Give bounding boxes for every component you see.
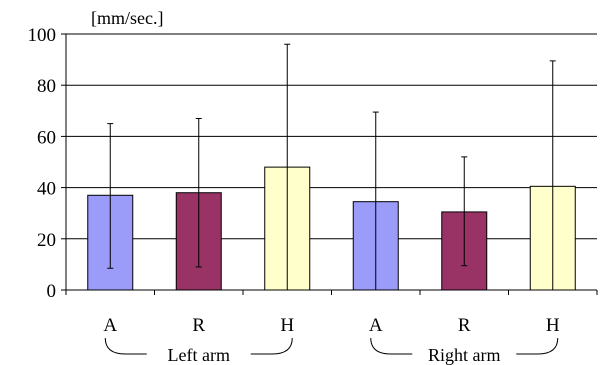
y-tick-label: 40 bbox=[37, 179, 56, 200]
axes bbox=[61, 33, 598, 295]
y-tick-label: 100 bbox=[28, 25, 57, 46]
y-tick-label: 60 bbox=[37, 127, 56, 148]
category-label: A bbox=[369, 315, 383, 336]
category-label: H bbox=[546, 315, 560, 336]
group-bracket-left bbox=[370, 337, 413, 355]
group-bracket-right bbox=[250, 337, 293, 355]
y-tick-label: 0 bbox=[47, 281, 57, 302]
group-bracket-right bbox=[516, 337, 559, 355]
y-tick-labels: 0 20 40 60 80 100 bbox=[28, 25, 57, 302]
category-label: A bbox=[103, 315, 117, 336]
grid-lines bbox=[66, 33, 597, 240]
error-bars bbox=[107, 43, 556, 290]
group-bracket-left bbox=[104, 337, 147, 355]
y-tick-label: 80 bbox=[37, 76, 56, 97]
group-labels: Left arm Right arm bbox=[104, 337, 559, 365]
group-label: Right arm bbox=[428, 345, 501, 365]
group-label: Left arm bbox=[168, 345, 230, 365]
y-tick-label: 20 bbox=[37, 230, 56, 251]
category-label: R bbox=[458, 315, 471, 336]
category-label: R bbox=[192, 315, 205, 336]
unit-label: [mm/sec.] bbox=[91, 8, 163, 28]
bars bbox=[87, 166, 576, 291]
category-label: H bbox=[280, 315, 294, 336]
